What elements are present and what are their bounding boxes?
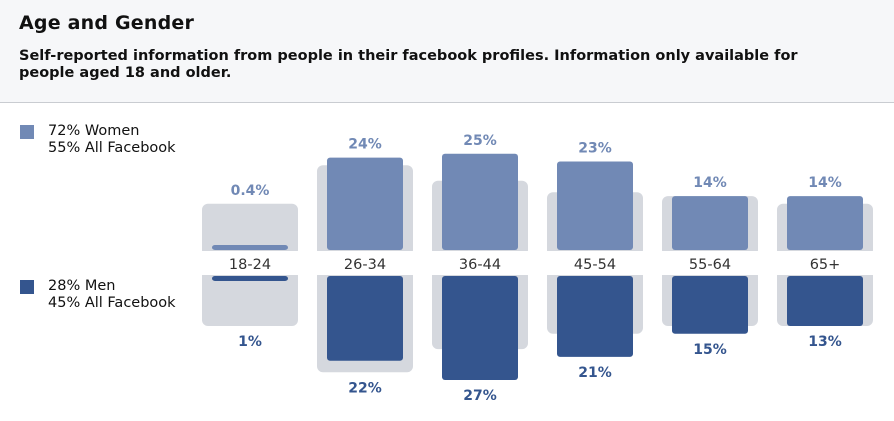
bar-women-26-34 (327, 157, 403, 250)
category-label-18-24: 18-24 (229, 257, 271, 273)
bar-women-18-24 (212, 245, 288, 250)
bar-women-65+ (787, 196, 863, 250)
category-label-36-44: 36-44 (459, 257, 501, 273)
data-label-women-26-34: 24% (348, 137, 382, 153)
data-label-men-36-44: 27% (463, 388, 497, 404)
bar-women-36-44 (442, 153, 518, 250)
legend-men-label: 28% Men (48, 278, 116, 294)
legend-women-all-facebook: 55% All Facebook (48, 140, 176, 156)
data-label-men-26-34: 22% (348, 380, 382, 396)
bar-men-45-54 (557, 276, 633, 357)
data-label-men-55-64: 15% (693, 342, 727, 358)
bar-women-45-54 (557, 161, 633, 250)
bar-men-36-44 (442, 276, 518, 380)
axis-band (196, 251, 894, 275)
bar-men-26-34 (327, 276, 403, 361)
data-label-men-45-54: 21% (578, 365, 612, 381)
all-facebook-bg-men-18-24 (202, 270, 298, 327)
all-facebook-bg-women-18-24 (202, 203, 298, 256)
data-label-women-45-54: 23% (578, 140, 612, 156)
category-label-65+: 65+ (810, 257, 841, 273)
legend-men-swatch (20, 280, 34, 294)
data-label-women-55-64: 14% (693, 175, 727, 191)
data-label-women-36-44: 25% (463, 133, 497, 149)
category-label-45-54: 45-54 (574, 257, 616, 273)
legend-women-swatch (20, 125, 34, 139)
category-label-26-34: 26-34 (344, 257, 386, 273)
bar-men-65+ (787, 276, 863, 327)
page-subtitle: Self-reported information from people in… (19, 48, 798, 81)
legend-women-label: 72% Women (48, 123, 140, 139)
data-label-men-65+: 13% (808, 334, 842, 350)
bar-women-55-64 (672, 196, 748, 250)
header: Age and Gender Self-reported information… (0, 0, 894, 103)
data-label-women-18-24: 0.4% (231, 183, 270, 199)
legend-men-all-facebook: 45% All Facebook (48, 295, 176, 311)
data-label-women-65+: 14% (808, 175, 842, 191)
data-label-men-18-24: 1% (238, 334, 262, 350)
category-label-55-64: 55-64 (689, 257, 731, 273)
bar-men-55-64 (672, 276, 748, 334)
page-title: Age and Gender (19, 12, 195, 34)
bar-men-18-24 (212, 276, 288, 281)
